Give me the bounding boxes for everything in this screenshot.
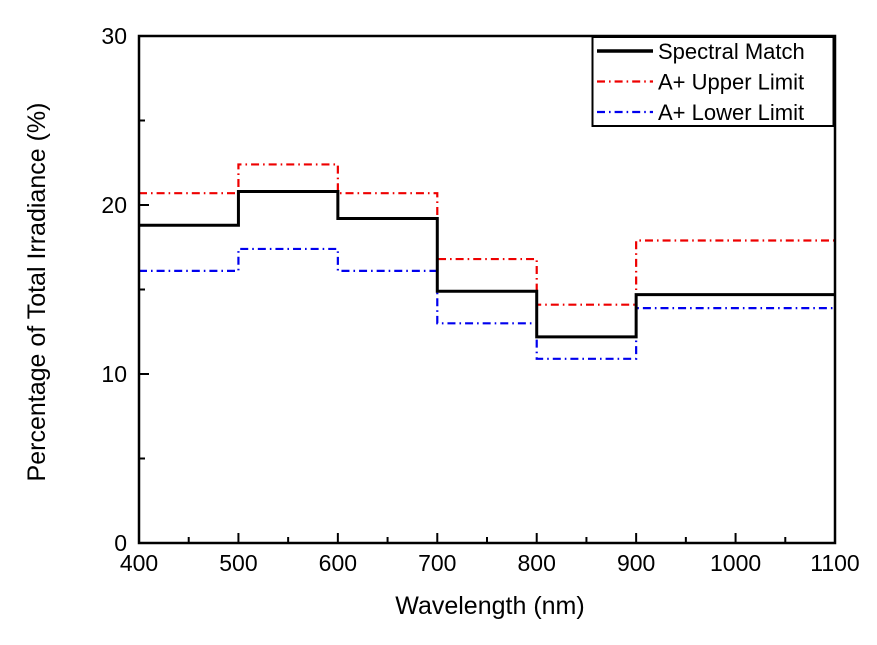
series-lines (139, 163, 835, 360)
legend-label: Spectral Match (658, 39, 805, 64)
y-tick-label: 30 (101, 23, 127, 49)
x-tick-label: 1000 (710, 550, 761, 576)
y-tick-label: 20 (101, 192, 127, 218)
legend-item: A+ Lower Limit (597, 100, 804, 125)
x-tick-label: 700 (418, 550, 456, 576)
x-tick-label: 600 (319, 550, 357, 576)
legend-item: Spectral Match (597, 39, 805, 64)
y-axis-title: Percentage of Total Irradiance (%) (23, 103, 51, 482)
legend-item: A+ Upper Limit (597, 70, 804, 95)
series-Spectral Match (139, 189, 835, 339)
x-tick-label: 800 (518, 550, 556, 576)
legend: Spectral Match A+ Upper Limit A+ Lower L… (591, 36, 835, 127)
x-axis-tick-labels: 400 500 600 700 800 900 1000 1100 (120, 550, 860, 576)
y-tick-label: 10 (101, 361, 127, 387)
x-tick-label: 400 (120, 550, 158, 576)
series-A+ Lower Limit (139, 247, 835, 360)
x-tick-label: 1100 (810, 550, 859, 576)
series-A+ Upper Limit (139, 163, 835, 306)
legend-label: A+ Lower Limit (658, 100, 804, 125)
x-axis-ticks (138, 533, 836, 543)
legend-label: A+ Upper Limit (658, 70, 804, 95)
x-tick-label: 500 (219, 550, 257, 576)
x-axis-title: Wavelength (nm) (395, 592, 584, 620)
y-axis-tick-labels: 0 10 20 30 (101, 23, 127, 556)
x-tick-label: 900 (617, 550, 655, 576)
y-tick-label: 0 (114, 530, 127, 556)
y-axis-ticks (139, 35, 149, 544)
